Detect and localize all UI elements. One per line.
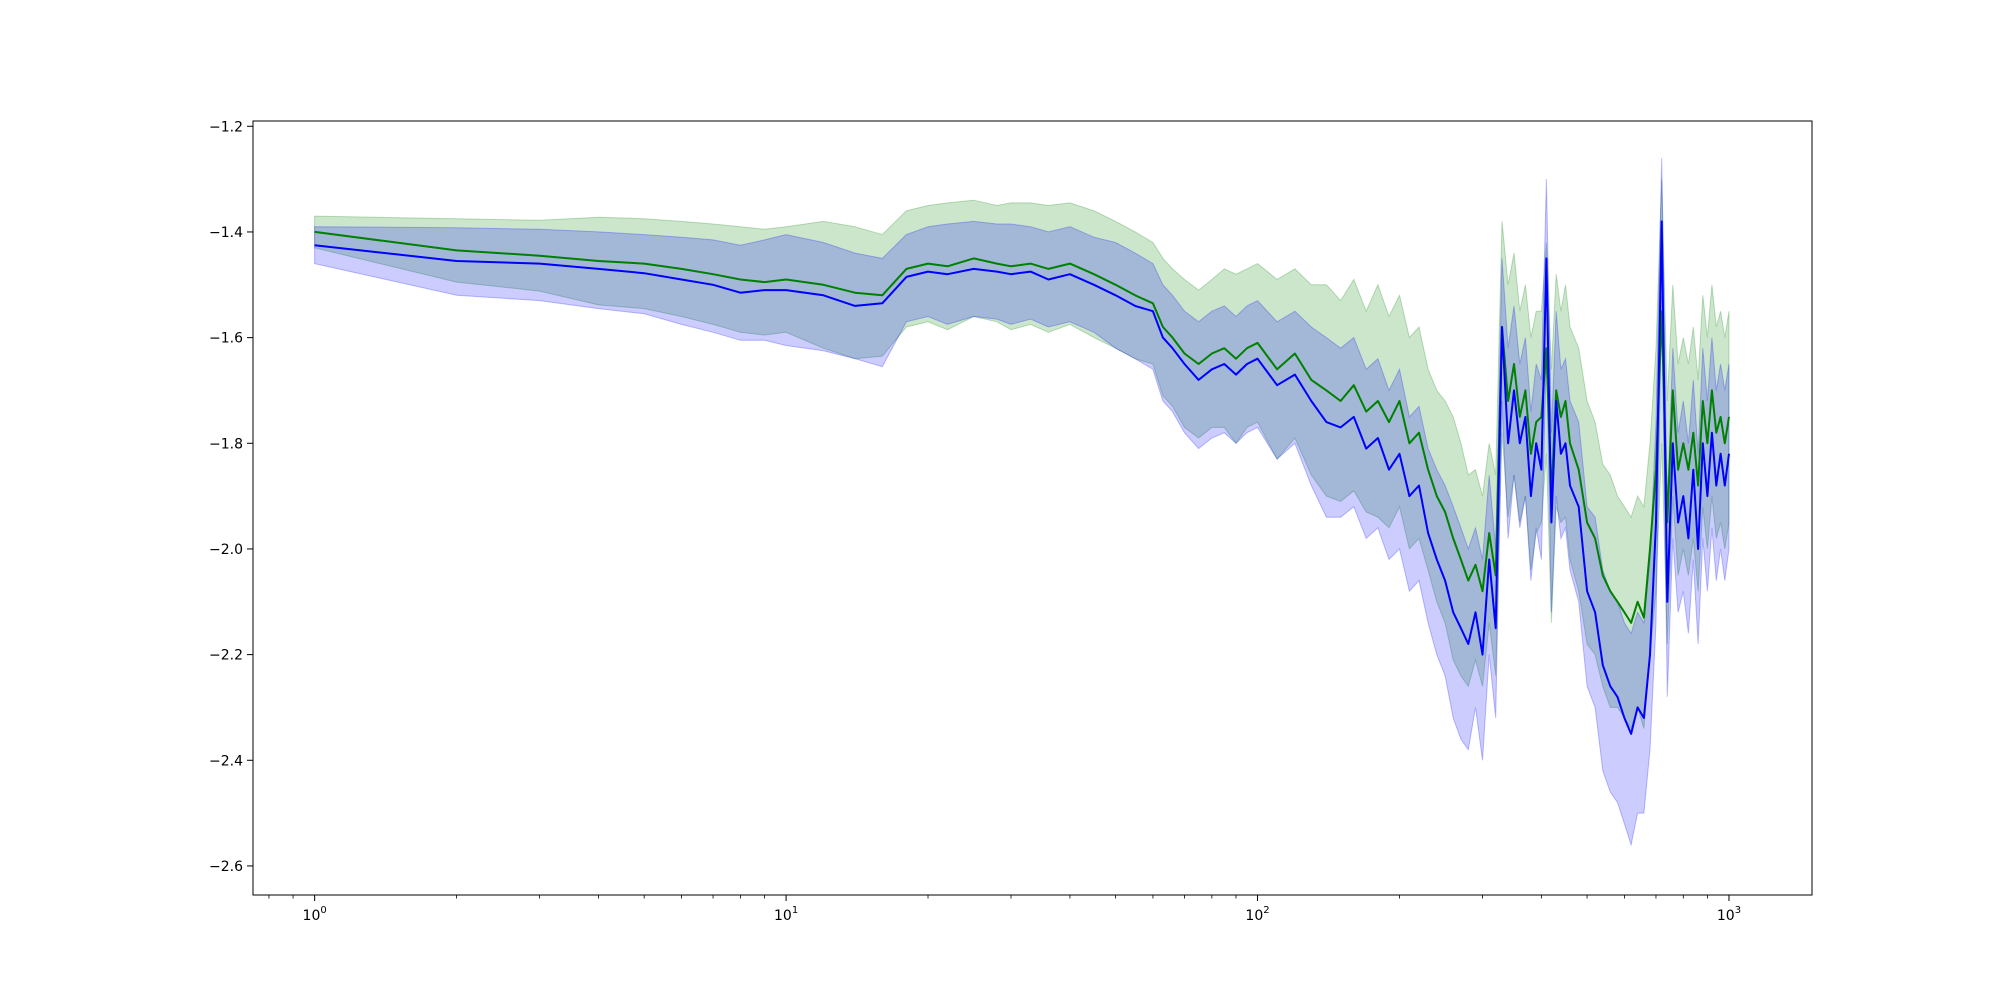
y-tick-label: −1.4: [209, 225, 243, 241]
x-tick-exponent: 1: [792, 905, 798, 916]
y-tick-label: −2.4: [209, 753, 243, 769]
y-tick-label: −2.6: [209, 859, 243, 875]
x-tick-exponent: 3: [1735, 905, 1741, 916]
x-tick-exponent: 2: [1263, 905, 1269, 916]
plot-area: [252, 120, 1813, 896]
x-tick-exponent: 0: [320, 905, 326, 916]
y-tick-label: −1.2: [209, 119, 243, 135]
y-tick-label: −2.2: [209, 648, 243, 664]
band-series-0: [314, 179, 1730, 730]
series-lines: [314, 220, 1730, 735]
line-series-0: [314, 230, 1730, 624]
confidence-bands: [314, 157, 1730, 847]
band-series-1: [314, 157, 1730, 847]
axes-frame: [252, 120, 1813, 896]
y-tick-label: −1.8: [209, 436, 243, 452]
line-series-1: [314, 220, 1730, 735]
x-axis: 100 101 102 103: [268, 895, 1741, 924]
y-tick-label: −1.6: [209, 331, 243, 347]
y-tick-label: −2.0: [209, 542, 243, 558]
y-axis: −1.2 −1.4 −1.6 −1.8 −2.0 −2.2 −2.4 −2.6: [209, 119, 253, 875]
